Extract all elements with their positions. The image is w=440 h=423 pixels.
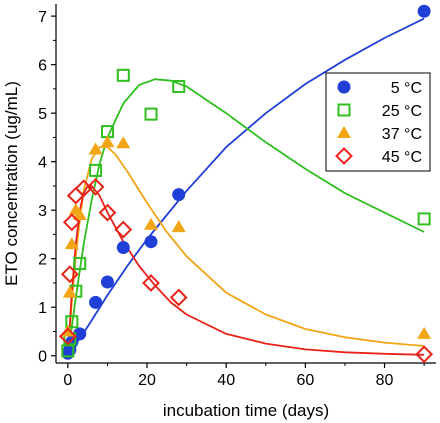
data-point xyxy=(89,295,103,309)
data-point xyxy=(417,212,431,226)
data-point xyxy=(144,107,158,121)
data-point xyxy=(100,135,115,148)
y-tick-label: 7 xyxy=(38,9,47,26)
data-point xyxy=(171,220,186,233)
data-point xyxy=(169,288,188,307)
series-points xyxy=(61,68,431,358)
x-tick-label: 80 xyxy=(376,372,394,389)
data-point xyxy=(62,213,81,232)
y-tick-label: 5 xyxy=(38,106,47,123)
data-point xyxy=(100,275,114,289)
data-point xyxy=(60,265,79,284)
data-point xyxy=(89,163,103,177)
legend-marker xyxy=(337,126,351,138)
data-point xyxy=(73,327,87,341)
y-tick-label: 1 xyxy=(38,300,47,317)
x-tick-label: 0 xyxy=(63,372,72,389)
y-tick-label: 2 xyxy=(38,252,47,269)
data-point xyxy=(116,241,130,255)
axes: 0 1 2 3 4 5 6 7 0 20 40 60 80 xyxy=(38,4,436,389)
data-point xyxy=(73,257,87,271)
data-point xyxy=(116,68,130,82)
legend-label: 37 °C xyxy=(382,126,422,143)
legend-label: 25 °C xyxy=(382,103,422,120)
data-point xyxy=(172,188,186,202)
y-tick-label: 0 xyxy=(38,349,47,366)
legend-marker xyxy=(337,103,351,117)
data-point xyxy=(61,344,75,358)
y-tick-label: 4 xyxy=(38,155,47,172)
data-point xyxy=(62,285,77,298)
fit-curve xyxy=(67,184,425,356)
x-axis-label: incubation time (days) xyxy=(163,401,329,420)
legend-label: 45 °C xyxy=(382,149,422,166)
data-point xyxy=(65,315,79,329)
data-point xyxy=(58,327,77,346)
y-tick-label: 6 xyxy=(38,58,47,75)
data-point xyxy=(417,326,432,339)
y-tick-label: 3 xyxy=(38,203,47,220)
x-tick-label: 40 xyxy=(217,372,235,389)
y-axis-label: ETO concentration (ug/mL) xyxy=(2,81,21,286)
x-tick-label: 60 xyxy=(296,372,314,389)
data-point xyxy=(64,237,79,250)
data-point xyxy=(417,4,431,18)
data-point xyxy=(144,217,158,230)
data-point xyxy=(72,208,87,221)
data-point xyxy=(415,345,434,364)
data-points xyxy=(58,4,434,364)
data-point xyxy=(98,203,117,222)
data-point xyxy=(172,79,186,93)
data-point xyxy=(144,235,158,249)
data-point xyxy=(88,142,103,155)
data-point xyxy=(116,136,131,149)
data-point xyxy=(86,177,105,196)
legend: 5 °C 25 °C 37 °C 45 °C xyxy=(325,72,431,172)
fit-curve xyxy=(67,78,425,356)
fit-curve xyxy=(67,17,425,357)
data-point xyxy=(142,274,160,292)
legend-label: 5 °C xyxy=(391,80,422,97)
legend-marker xyxy=(335,147,353,165)
series-points xyxy=(58,177,434,364)
x-tick-label: 20 xyxy=(138,372,156,389)
data-point xyxy=(114,220,133,239)
legend-marker xyxy=(337,80,351,94)
